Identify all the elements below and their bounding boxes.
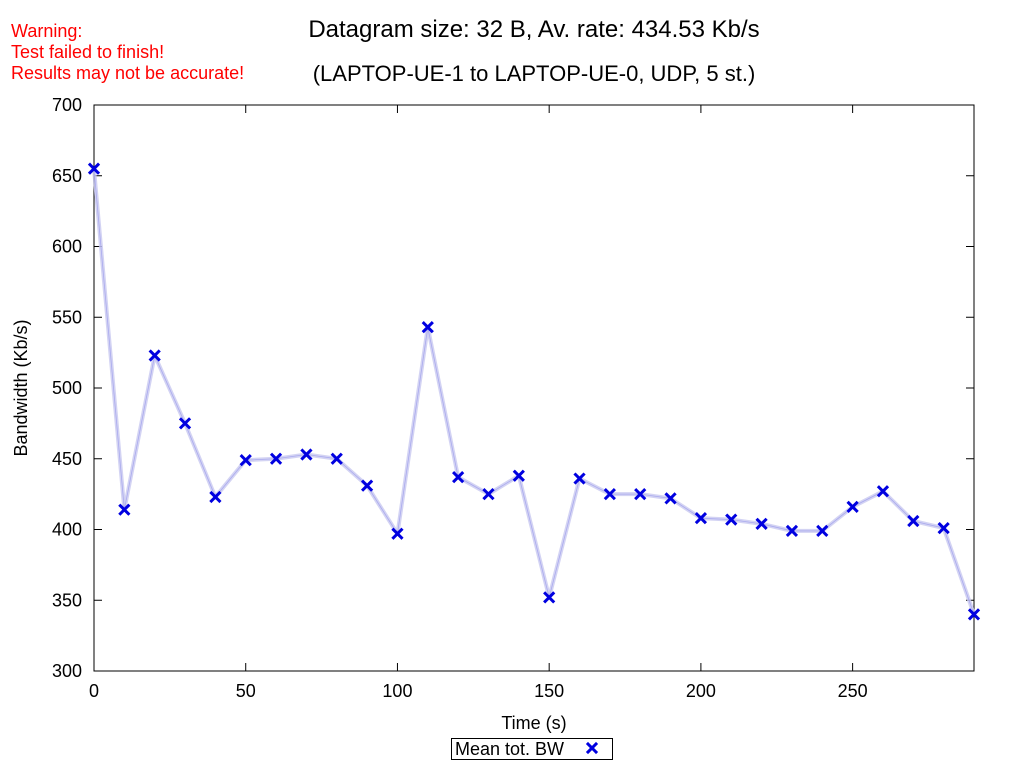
data-point-marker	[725, 513, 738, 526]
data-point-marker	[421, 321, 434, 334]
x-tick-label: 50	[236, 681, 256, 701]
y-tick-label: 400	[52, 520, 82, 540]
data-point-marker	[239, 454, 252, 467]
y-tick-label: 350	[52, 590, 82, 610]
plot-frame	[93, 104, 975, 672]
data-point-marker	[118, 503, 131, 516]
y-tick-label: 650	[52, 166, 82, 186]
data-point-marker	[785, 524, 799, 538]
data-point-marker	[573, 472, 586, 485]
data-point-marker	[846, 500, 859, 513]
data-point-marker	[937, 521, 950, 535]
legend-label: Mean tot. BW	[455, 739, 565, 759]
x-tick-label: 150	[534, 681, 564, 701]
series-layer	[87, 162, 981, 621]
y-tick-label: 500	[52, 378, 82, 398]
warning-line-2: Test failed to finish!	[11, 42, 165, 62]
data-point-marker	[330, 452, 343, 465]
data-point-marker	[512, 469, 525, 482]
x-tick-label: 250	[838, 681, 868, 701]
data-point-marker	[452, 471, 465, 484]
x-tick-label: 0	[89, 681, 99, 701]
data-point-marker	[543, 591, 556, 604]
data-point-marker	[87, 162, 101, 175]
chart-title: Datagram size: 32 B, Av. rate: 434.53 Kb…	[308, 16, 760, 43]
warning-line-1: Warning:	[11, 21, 83, 41]
legend-box: Mean tot. BW	[451, 738, 613, 760]
x-axis-label: Time (s)	[501, 713, 566, 733]
y-axis-ticks: 300 350 400 450 500 550 600 650 700	[52, 95, 974, 681]
y-tick-label: 550	[52, 307, 82, 327]
data-point-marker	[300, 448, 313, 461]
warning-line-3: Results may not be accurate!	[11, 63, 245, 83]
data-point-marker	[482, 488, 495, 501]
data-point-marker	[391, 527, 404, 540]
data-point-marker	[178, 417, 192, 430]
legend-marker-icon	[585, 741, 599, 755]
data-point-marker	[634, 488, 647, 501]
data-point-marker	[907, 514, 920, 528]
y-tick-label: 700	[52, 95, 82, 115]
chart-subtitle: (LAPTOP-UE-1 to LAPTOP-UE-0, UDP, 5 st.)	[312, 61, 756, 86]
data-point-marker	[755, 517, 768, 530]
data-point-marker	[967, 608, 981, 621]
data-point-marker	[360, 479, 374, 492]
y-axis-label: Bandwidth (Kb/s)	[11, 319, 31, 456]
data-point-marker	[269, 452, 283, 465]
x-tick-label: 200	[686, 681, 716, 701]
data-point-marker	[876, 485, 890, 498]
data-point-marker	[816, 524, 829, 538]
x-tick-label: 100	[382, 681, 412, 701]
series-line	[93, 168, 975, 615]
y-tick-label: 600	[52, 237, 82, 257]
y-tick-label: 450	[52, 449, 82, 469]
data-point-marker	[664, 492, 677, 505]
x-axis-ticks: 0 50 100 150 200 250	[89, 105, 868, 701]
data-point-marker	[603, 488, 616, 501]
data-point-marker	[209, 490, 222, 504]
y-tick-label: 300	[52, 661, 82, 681]
data-point-marker	[148, 349, 161, 362]
data-point-marker	[694, 512, 708, 525]
